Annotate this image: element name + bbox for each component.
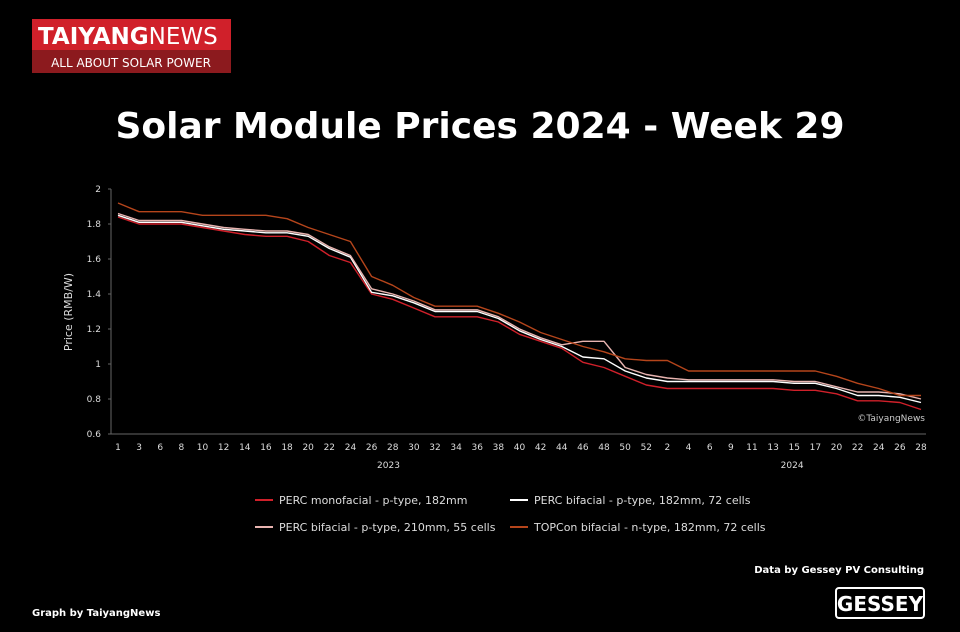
series-line — [117, 212, 922, 400]
y-tick-label: 1.6 — [87, 255, 102, 265]
x-tick-label: 16 — [260, 443, 272, 453]
x-tick-label: 26 — [366, 443, 378, 453]
x-tick-label: 44 — [556, 443, 568, 453]
x-tick-label: 12 — [218, 443, 229, 453]
x-tick-label: 2 — [665, 443, 671, 453]
x-tick-label: 14 — [239, 443, 251, 453]
x-tick-label: 36 — [472, 443, 484, 453]
x-tick-label: 22 — [852, 443, 863, 453]
x-tick-label: 28 — [387, 443, 399, 453]
year-label: 2023 — [377, 461, 400, 471]
x-tick-label: 38 — [493, 443, 505, 453]
x-tick-label: 6 — [707, 443, 713, 453]
y-tick-label: 0.8 — [87, 395, 102, 405]
legend-label: TOPCon bifacial - n-type, 182mm, 72 cell… — [533, 521, 766, 534]
credit-note: Graph by TaiyangNews — [32, 608, 160, 619]
x-tick-label: 13 — [767, 443, 778, 453]
chart-title: Solar Module Prices 2024 - Week 29 — [115, 106, 844, 147]
y-tick-label: 1.2 — [87, 325, 101, 335]
series-line — [117, 202, 921, 397]
logo-brand: TAIYANGNEWS — [38, 24, 218, 50]
y-axis-label: Price (RMB/W) — [62, 273, 75, 351]
x-tick-label: 9 — [728, 443, 734, 453]
year-label: 2024 — [781, 461, 804, 471]
x-tick-label: 20 — [831, 443, 843, 453]
legend-label: PERC monofacial - p-type, 182mm — [279, 494, 467, 507]
legend-label: PERC bifacial - p-type, 182mm, 72 cells — [534, 494, 751, 507]
logo-box — [32, 19, 231, 50]
y-tick-label: 1.4 — [87, 290, 102, 300]
x-tick-label: 3 — [136, 443, 142, 453]
x-tick-label: 18 — [281, 443, 293, 453]
x-tick-label: 34 — [450, 443, 462, 453]
y-tick-label: 1 — [95, 360, 101, 370]
x-tick-label: 8 — [179, 443, 185, 453]
x-tick-label: 22 — [324, 443, 335, 453]
gessey-logo: GESSEY — [837, 592, 924, 616]
x-tick-label: 1 — [115, 443, 121, 453]
logo-brand-b: NEWS — [149, 24, 218, 50]
y-tick-label: 1.8 — [87, 220, 102, 230]
watermark: ©TaiyangNews — [857, 414, 925, 424]
x-tick-label: 4 — [686, 443, 692, 453]
x-tick-label: 52 — [641, 443, 652, 453]
y-tick-label: 2 — [95, 185, 101, 195]
logo-tagline-box — [32, 50, 231, 73]
x-tick-label: 20 — [302, 443, 314, 453]
x-tick-label: 46 — [577, 443, 589, 453]
x-tick-label: 48 — [598, 443, 610, 453]
x-tick-label: 32 — [429, 443, 440, 453]
series-line — [117, 214, 922, 404]
logo-brand-a: TAIYANG — [38, 24, 149, 50]
source-note: Data by Gessey PV Consulting — [754, 565, 924, 576]
x-tick-label: 24 — [873, 443, 885, 453]
x-tick-label: 42 — [535, 443, 546, 453]
x-tick-label: 28 — [915, 443, 927, 453]
y-tick-label: 0.6 — [87, 430, 102, 440]
x-tick-label: 40 — [514, 443, 526, 453]
x-tick-label: 10 — [197, 443, 209, 453]
x-tick-label: 11 — [746, 443, 757, 453]
x-tick-label: 50 — [619, 443, 631, 453]
legend-label: PERC bifacial - p-type, 210mm, 55 cells — [279, 521, 496, 534]
logo-tagline: ALL ABOUT SOLAR POWER — [51, 56, 211, 70]
x-tick-label: 24 — [345, 443, 357, 453]
x-tick-label: 15 — [788, 443, 799, 453]
series-line — [117, 216, 922, 411]
x-tick-label: 26 — [894, 443, 906, 453]
x-tick-label: 6 — [157, 443, 163, 453]
x-tick-label: 17 — [810, 443, 821, 453]
x-tick-label: 30 — [408, 443, 420, 453]
gessey-logo-box — [835, 587, 925, 619]
